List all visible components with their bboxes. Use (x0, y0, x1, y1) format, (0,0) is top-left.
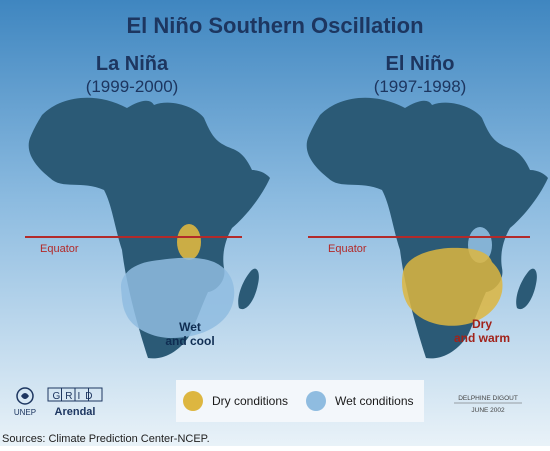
unep-logo: UNEP (14, 387, 36, 417)
panel-el-nino: El Niño (1997-1998) Equator Dry and warm (306, 53, 548, 359)
legend-swatch-wet (306, 391, 326, 411)
africa-map-la-nina (28, 97, 270, 359)
zone-label-line1: Wet (179, 320, 201, 334)
legend-label-wet: Wet conditions (335, 394, 414, 408)
panel-la-nina: La Niña (1999-2000) Equator Wet and cool (25, 53, 270, 359)
equator-label: Equator (328, 243, 367, 255)
arendal-logo-text: Arendal (55, 406, 96, 418)
credit-date: JUNE 2002 (471, 407, 505, 414)
credit-author: DELPHINE DIGOUT (458, 395, 518, 402)
zone-label-line1: Dry (472, 317, 492, 331)
legend-label-dry: Dry conditions (212, 394, 288, 408)
legend: Dry conditions Wet conditions (176, 380, 424, 422)
dry-zone (177, 224, 201, 260)
legend-box (176, 380, 424, 422)
panel-years: (1997-1998) (374, 77, 467, 96)
unep-leaf-icon (21, 393, 29, 399)
panel-title: El Niño (386, 53, 455, 75)
panel-years: (1999-2000) (86, 77, 179, 96)
grid-logo-text: GRID (53, 391, 98, 402)
zone-label-line2: and cool (165, 334, 214, 348)
unep-logo-text: UNEP (14, 408, 36, 417)
dry-zone (402, 247, 503, 326)
legend-swatch-dry (183, 391, 203, 411)
grid-arendal-logo: GRID Arendal (47, 387, 103, 418)
panel-title: La Niña (96, 53, 169, 75)
map-title: El Niño Southern Oscillation (126, 13, 423, 38)
unep-emblem-icon (16, 387, 34, 405)
source-note: Sources: Climate Prediction Center-NCEP. (2, 433, 210, 445)
equator-label: Equator (40, 243, 79, 255)
zone-label-line2: and warm (454, 331, 510, 345)
